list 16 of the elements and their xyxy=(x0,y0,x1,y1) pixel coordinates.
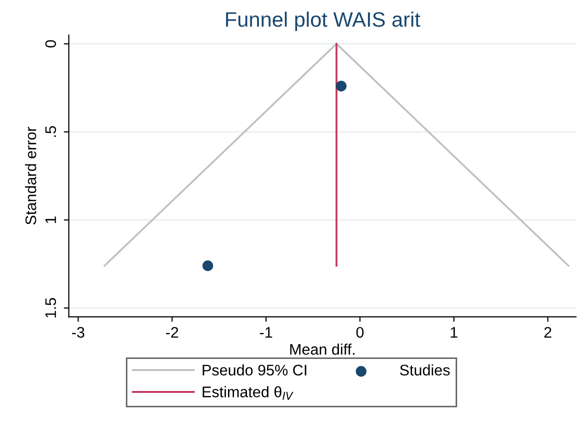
x-axis-title: Mean diff. xyxy=(290,344,354,355)
y-axis-title: Standard error xyxy=(25,126,36,224)
x-tick-label: 2 xyxy=(544,326,552,338)
x-tick-label: 1 xyxy=(450,327,458,338)
y-tick-label: 1.5 xyxy=(45,298,56,318)
x-tick-label: -2 xyxy=(166,326,178,338)
y-tick-label: 0 xyxy=(45,40,56,48)
x-tick-label: -1 xyxy=(260,327,272,338)
y-tick-label: 1 xyxy=(45,216,56,224)
legend-label: Studies xyxy=(400,364,450,376)
legend-label: Pseudo 95% CI xyxy=(202,364,306,376)
legend-label: Estimated θ$_{IV}$ xyxy=(202,386,294,400)
x-tick-label: 0 xyxy=(356,326,364,338)
chart-title: Funnel plot WAIS arit xyxy=(226,12,420,32)
x-tick-label: -3 xyxy=(72,326,84,338)
y-tick-label: .5 xyxy=(45,126,56,137)
